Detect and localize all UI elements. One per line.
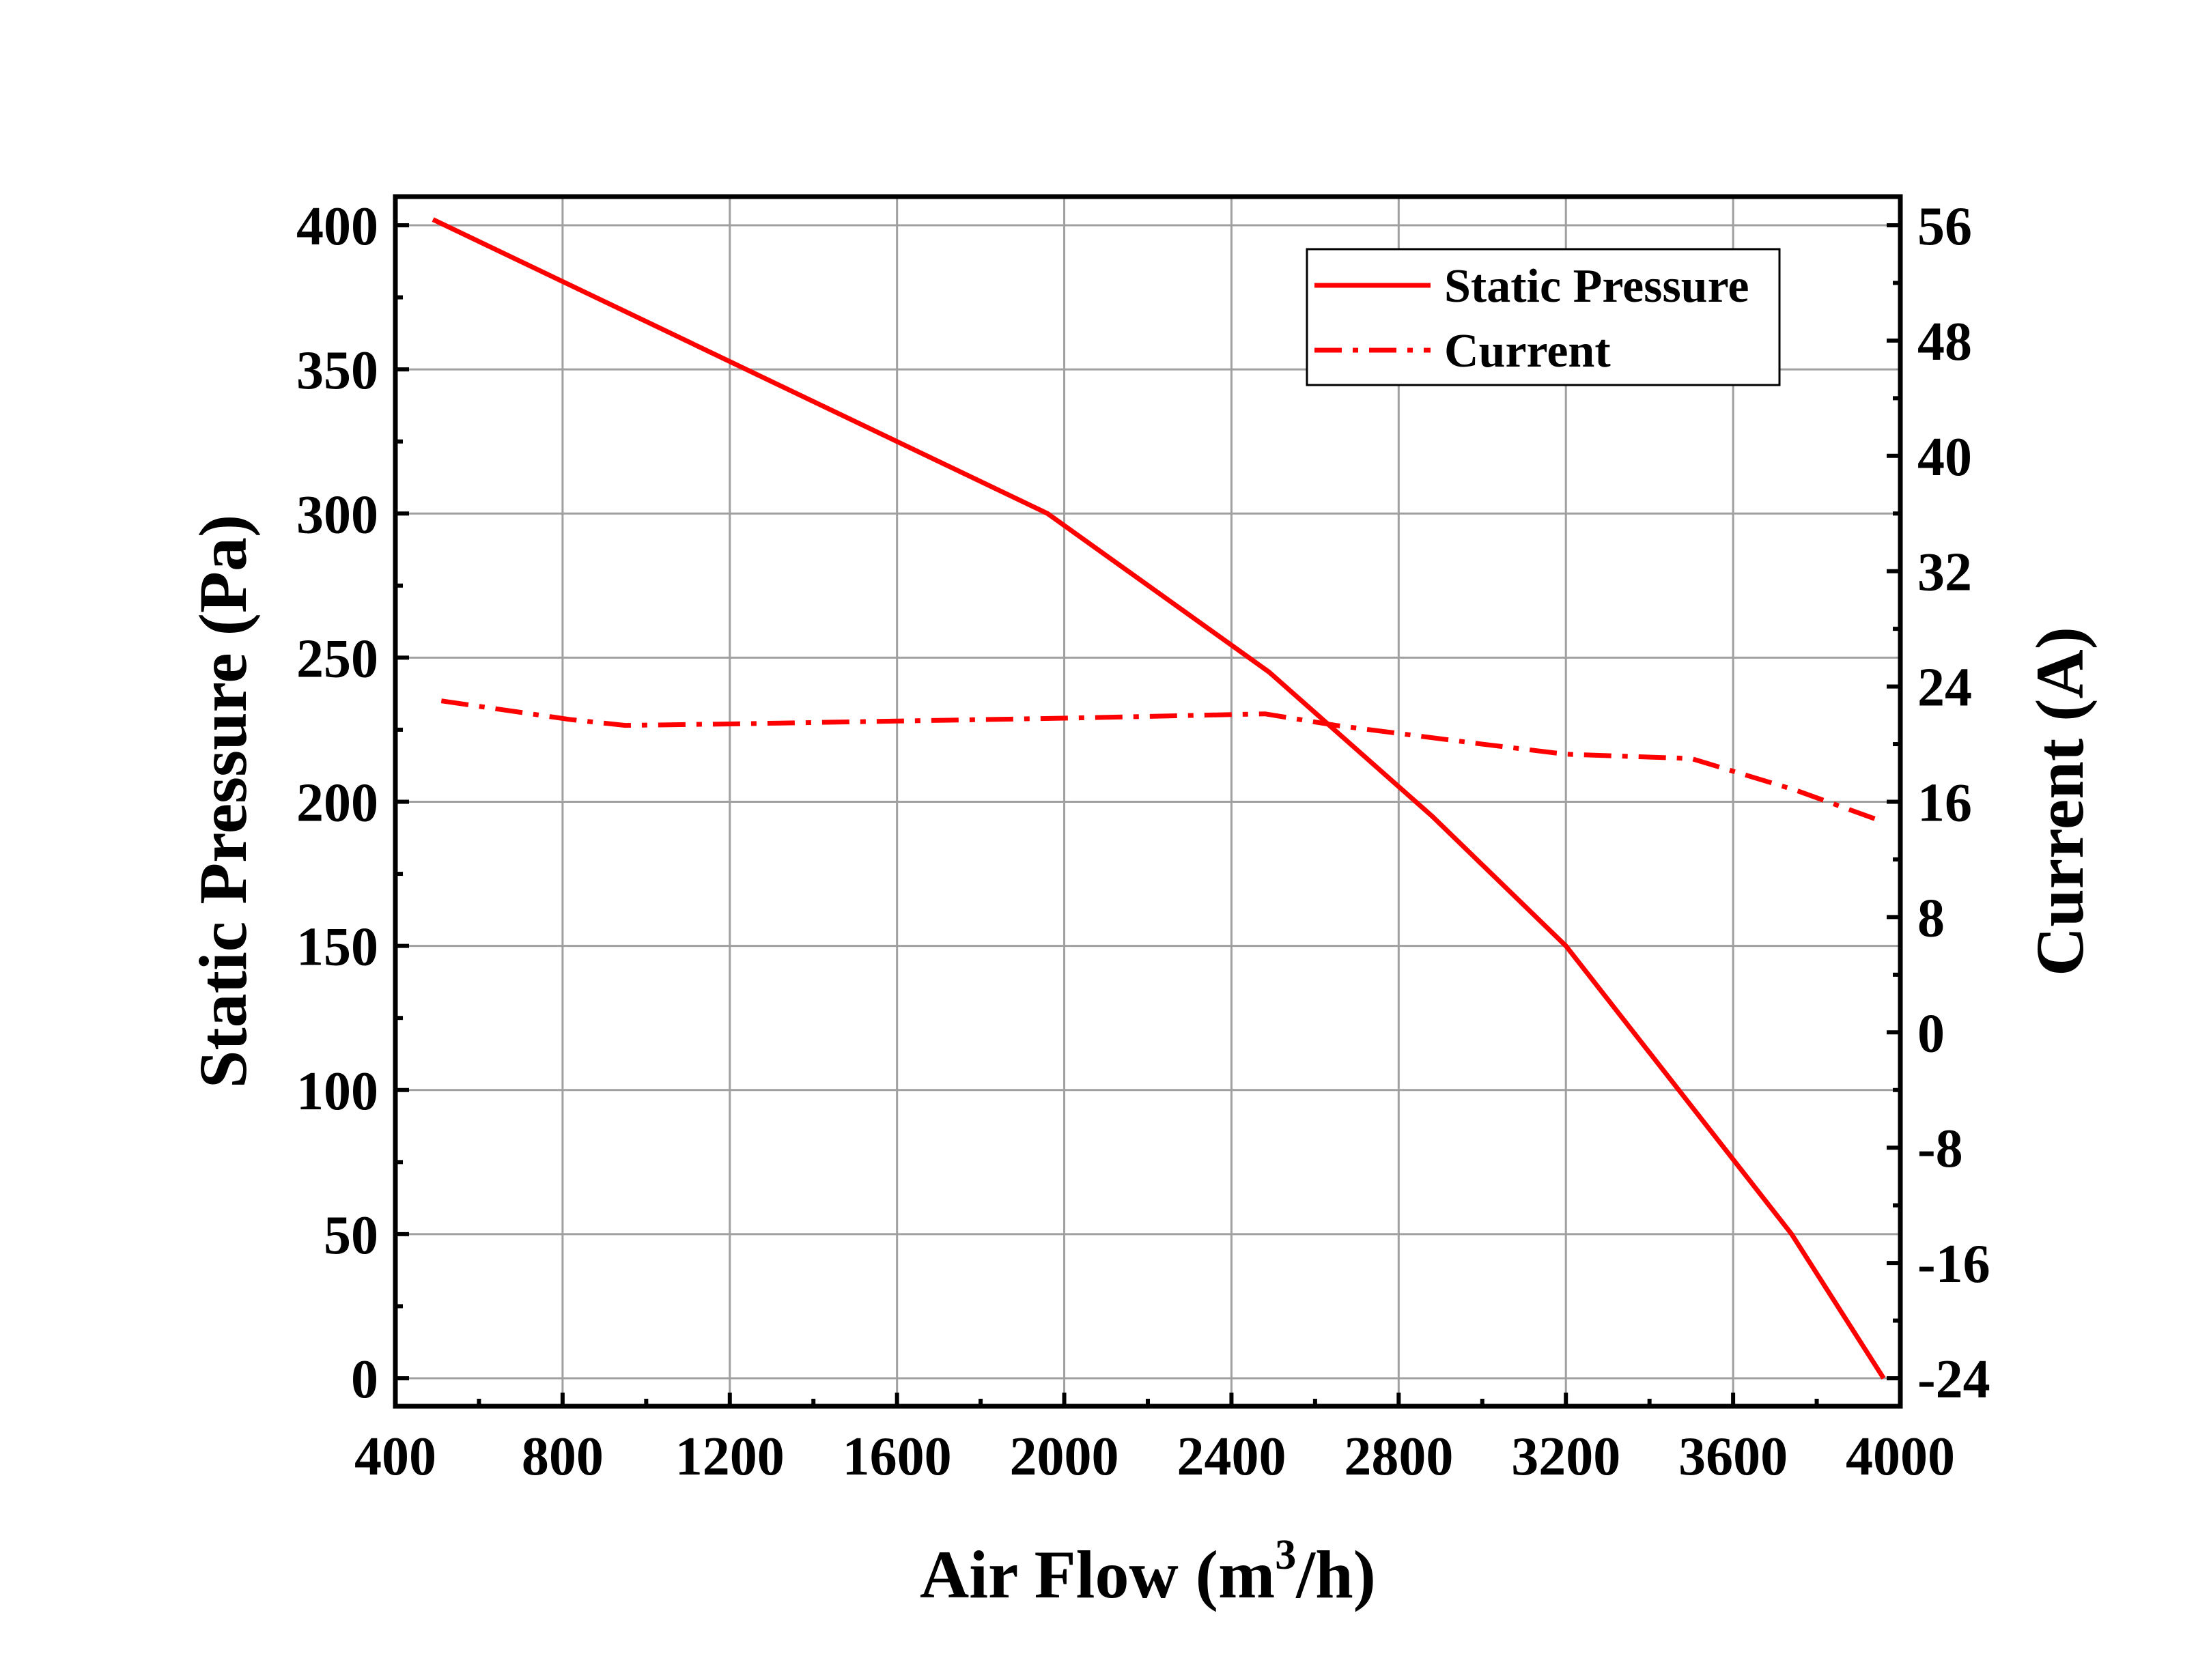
ticks: 400 800 1200 1600 2000 2400 2800 3200 3600 400005… <box>296 197 1990 1487</box>
y2-tick-label: -24 <box>1917 1350 1990 1410</box>
x-tick-label: 2000 <box>1010 1427 1119 1487</box>
y2-tick-label: -16 <box>1917 1234 1990 1294</box>
x-tick-label: 2400 <box>1177 1427 1286 1487</box>
y-tick-label: 150 <box>296 917 378 978</box>
x-axis-title: Air Flow (m3/h) <box>920 1532 1376 1612</box>
y-tick-label: 300 <box>296 485 378 545</box>
y2-tick-label: 48 <box>1917 312 1972 372</box>
y2-tick-label: 24 <box>1917 658 1972 718</box>
x-tick-label: 800 <box>522 1427 604 1487</box>
y-tick-label: 250 <box>296 629 378 689</box>
y2-tick-label: 56 <box>1917 197 1972 257</box>
y-tick-label: 100 <box>296 1062 378 1122</box>
y2-tick-label: -8 <box>1917 1119 1963 1179</box>
legend: Static Pressure Current <box>1306 248 1781 386</box>
x-tick-label: 3200 <box>1511 1427 1620 1487</box>
series-layer <box>432 217 1886 1380</box>
y-tick-label: 400 <box>296 197 378 257</box>
y2-axis-title: Current (A) <box>2022 627 2098 976</box>
y2-tick-label: 0 <box>1917 1003 1945 1064</box>
series-line-current <box>440 698 1885 825</box>
x-tick-label: 400 <box>354 1427 436 1487</box>
y2-tick-label: 8 <box>1917 888 1945 948</box>
y-axis-title: Static Pressure (Pa) <box>185 515 261 1089</box>
x-tick-label: 3600 <box>1678 1427 1788 1487</box>
y-tick-label: 0 <box>351 1350 378 1410</box>
x-tick-label: 2800 <box>1344 1427 1453 1487</box>
y-tick-label: 50 <box>324 1206 378 1266</box>
y2-tick-label: 32 <box>1917 543 1972 603</box>
x-tick-label: 1200 <box>675 1427 785 1487</box>
y2-tick-label: 40 <box>1917 427 1972 487</box>
x-tick-label: 1600 <box>843 1427 952 1487</box>
series-line-static-pressure <box>432 217 1886 1380</box>
y-tick-label: 350 <box>296 341 378 401</box>
legend-label-current: Current <box>1444 325 1611 378</box>
y2-tick-label: 16 <box>1917 773 1972 834</box>
legend-label-static-pressure: Static Pressure <box>1444 260 1749 313</box>
x-tick-label: 4000 <box>1846 1427 1955 1487</box>
grid <box>395 197 1900 1406</box>
y-tick-label: 200 <box>296 773 378 834</box>
legend-box <box>1306 248 1781 386</box>
